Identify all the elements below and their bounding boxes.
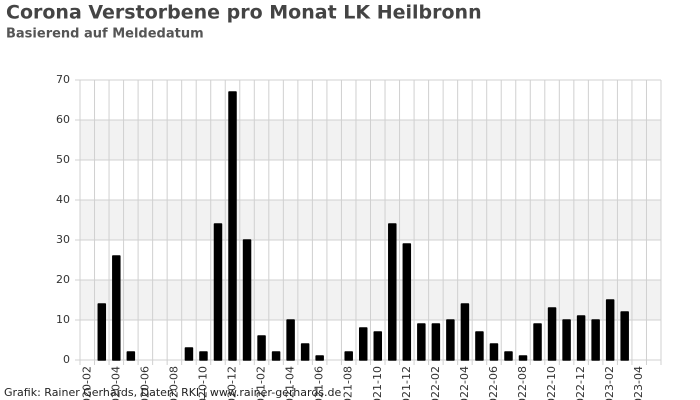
bar	[126, 351, 136, 361]
bar	[460, 303, 470, 361]
x-tick-label: 2020-06	[138, 366, 151, 400]
bar	[620, 311, 629, 361]
y-tick-label: 0	[63, 353, 70, 366]
x-tick-label: 2022-02	[429, 366, 442, 400]
bar	[112, 255, 121, 361]
bar	[184, 347, 194, 361]
y-tick-label: 70	[56, 73, 70, 86]
bar	[402, 243, 412, 361]
bar	[475, 331, 484, 361]
bar	[576, 315, 586, 361]
bar	[533, 323, 542, 361]
y-tick-label: 20	[56, 273, 70, 286]
bar	[358, 327, 368, 361]
x-tick-label: 2021-08	[342, 366, 355, 400]
y-tick-label: 30	[56, 233, 70, 246]
bar	[373, 331, 383, 361]
x-tick-label: 2020-10	[196, 366, 209, 400]
y-tick-label: 40	[56, 193, 70, 206]
x-tick-label: 2020-02	[80, 366, 93, 400]
chart-title: Corona Verstorbene pro Monat LK Heilbron…	[6, 2, 482, 24]
bar	[489, 343, 499, 361]
bar	[213, 223, 223, 361]
x-tick-label: 2020-08	[167, 366, 180, 400]
bar	[199, 351, 208, 361]
bar	[518, 355, 528, 361]
bar	[271, 351, 281, 361]
x-tick-label: 2022-08	[516, 366, 529, 400]
x-tick-label: 2021-06	[313, 366, 326, 400]
bar	[562, 319, 571, 361]
x-tick-label: 2021-12	[400, 366, 413, 400]
x-tick-label: 2021-02	[255, 366, 268, 400]
bar	[388, 223, 397, 361]
bar	[504, 351, 513, 361]
bar	[591, 319, 600, 361]
bar	[547, 307, 557, 361]
bar	[344, 351, 353, 361]
x-tick-label: 2023-04	[632, 366, 645, 400]
x-tick-label: 2021-10	[371, 366, 384, 400]
x-tick-label: 2022-10	[545, 366, 558, 400]
bar	[446, 319, 455, 361]
bar	[286, 319, 295, 361]
y-tick-label: 10	[56, 313, 70, 326]
y-tick-label: 50	[56, 153, 70, 166]
y-tick-label: 60	[56, 113, 70, 126]
bar	[242, 239, 252, 361]
x-tick-label: 2021-04	[284, 366, 297, 400]
chart-subtitle: Basierend auf Meldedatum	[6, 27, 204, 42]
bar	[228, 91, 237, 361]
x-tick-label: 2020-04	[109, 366, 122, 400]
x-tick-label: 2022-04	[458, 366, 471, 400]
bar	[97, 303, 107, 361]
x-tick-label: 2022-12	[574, 366, 587, 400]
bar	[315, 355, 324, 361]
x-tick-label: 2022-06	[487, 366, 500, 400]
bar	[300, 343, 310, 361]
bar	[257, 335, 266, 361]
bar	[417, 323, 426, 361]
bar	[605, 299, 615, 361]
x-tick-label: 2023-02	[603, 366, 616, 400]
bar	[431, 323, 441, 361]
x-tick-label: 2020-12	[226, 366, 239, 400]
footer: Grafik: Rainer Gerhards, Daten: RKI | ww…	[4, 386, 342, 399]
